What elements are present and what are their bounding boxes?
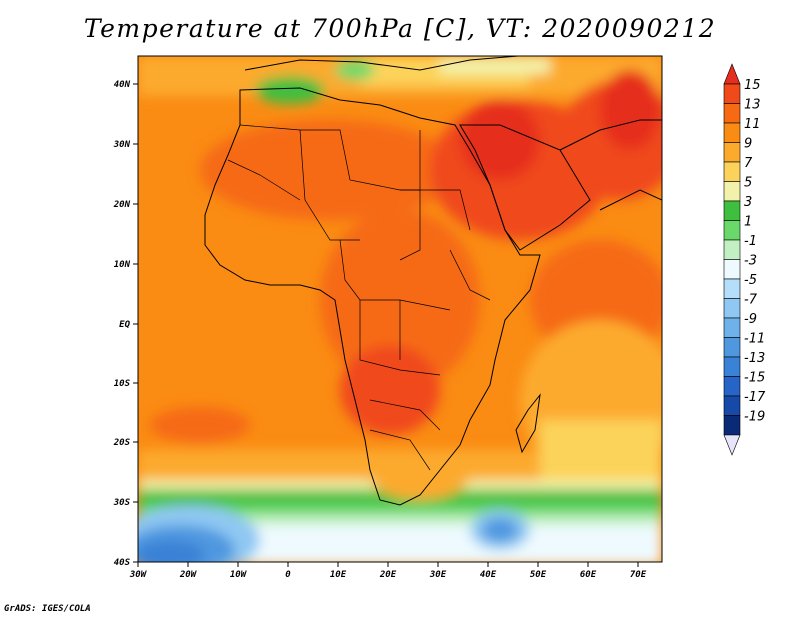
colorbar-label: -1 [744,234,757,249]
colorbar-box [723,337,741,358]
colorbar-box [723,278,741,299]
lat-label: 10S [114,379,131,389]
colorbar-box [723,298,741,319]
colorbar-label: 5 [744,176,752,191]
lon-label: 50E [530,570,547,580]
colorbar: 15 13 11 9 7 5 3 1 -1 -3 -5 -7 -9 -11 -13 -15 -17 -19 [723,63,766,456]
lat-label: 20S [113,438,131,448]
lon-label: 30E [429,570,447,580]
colorbar-box [723,415,741,436]
grads-credit: GrADS: IGES/COLA [4,604,91,614]
lat-label: 20N [113,200,131,210]
lon-label: 60E [580,570,597,580]
colorbar-box [723,259,741,280]
lat-label: EQ [119,320,130,330]
colorbar-label: 1 [744,215,752,230]
colorbar-box [723,181,741,202]
colorbar-label: -11 [744,332,765,347]
lon-label: 40E [480,570,497,580]
colorbar-label: -9 [744,312,757,327]
country-borders [227,124,491,471]
colorbar-label: 3 [744,195,752,210]
colorbar-label: -19 [744,410,765,425]
lat-label: 10N [114,260,131,270]
lon-label: 20W [179,570,198,580]
colorbar-box [723,122,741,143]
colorbar-label: -17 [744,390,766,405]
colorbar-min-arrow [723,434,741,456]
colorbar-label: 15 [744,78,761,93]
lat-label: 30N [113,140,131,150]
colorbar-box [723,220,741,241]
lon-label: 10W [230,570,248,580]
colorbar-box [723,103,741,124]
colorbar-label: -7 [744,293,758,308]
lon-label: 10E [330,570,347,580]
colorbar-box [723,317,741,338]
coastlines [204,56,662,506]
colorbar-box [723,83,741,104]
colorbar-box [723,200,741,221]
colorbar-box [723,376,741,397]
colorbar-label: -5 [744,273,757,288]
colorbar-label: 9 [744,137,752,152]
colorbar-label: -15 [744,371,765,386]
map-frame [137,55,663,563]
lon-label: 20E [379,570,397,580]
lon-label: 0 [285,570,291,580]
lat-label: 30S [113,498,131,508]
latitude-axis: 40N 30N 20N 10N EQ 10S 20S 30S 40S [113,80,138,568]
colorbar-box [723,161,741,182]
lat-label: 40S [114,558,131,568]
colorbar-box [723,356,741,377]
lon-label: 30W [129,570,148,580]
colorbar-label: -13 [744,351,765,366]
lon-label: 70E [630,570,647,580]
longitude-axis: 30W 20W 10W 0 10E 20E 30E 40E 50E 60E 70… [129,562,647,580]
colorbar-label: 7 [744,156,753,171]
colorbar-box [723,395,741,416]
map-title: Temperature at 700hPa [C], VT: 202009021… [83,14,717,43]
lat-label: 40N [114,80,131,90]
colorbar-label: 11 [744,117,761,132]
colorbar-max-arrow [723,63,741,85]
colorbar-box [723,142,741,163]
colorbar-box [723,239,741,260]
colorbar-label: 13 [744,98,761,113]
colorbar-label: -3 [744,254,757,269]
